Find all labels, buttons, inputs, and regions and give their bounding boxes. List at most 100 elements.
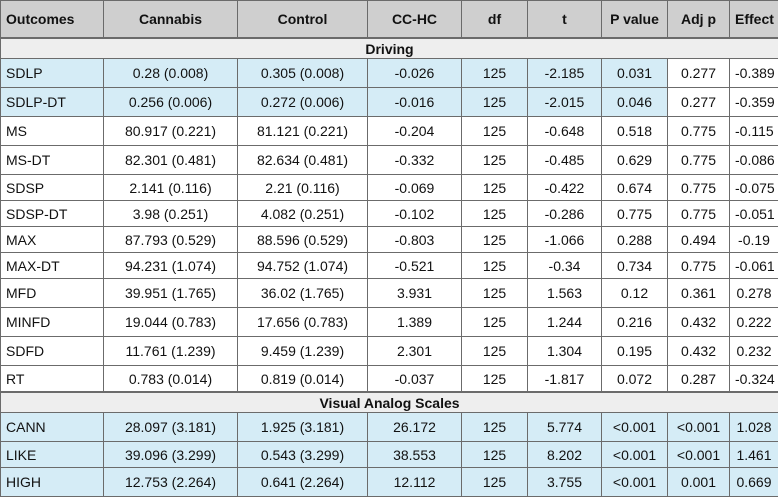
cell-cannabis: 94.231 (1.074) xyxy=(104,253,238,279)
cell-outcome: MS-DT xyxy=(1,146,104,175)
cell-p-value: 0.12 xyxy=(602,279,668,308)
cell-effect: -0.359 xyxy=(730,88,778,117)
section-header-row: Driving xyxy=(1,38,778,59)
cell-t: -1.817 xyxy=(528,366,602,393)
cell-df: 125 xyxy=(462,279,528,308)
cell-t: -1.066 xyxy=(528,227,602,253)
cell-cc-hc: 3.931 xyxy=(368,279,462,308)
cell-t: 8.202 xyxy=(528,442,602,468)
section-header-row: Visual Analog Scales xyxy=(1,392,778,413)
cell-control: 88.596 (0.529) xyxy=(238,227,368,253)
cell-adj-p: 0.361 xyxy=(668,279,730,308)
cell-effect: 0.232 xyxy=(730,337,778,366)
cell-effect: -0.19 xyxy=(730,227,778,253)
cell-outcome: MAX-DT xyxy=(1,253,104,279)
cell-outcome: SDSP xyxy=(1,175,104,201)
cell-p-value: 0.195 xyxy=(602,337,668,366)
cell-p-value: 0.775 xyxy=(602,201,668,227)
cell-cannabis: 2.141 (0.116) xyxy=(104,175,238,201)
cell-cc-hc: -0.803 xyxy=(368,227,462,253)
cell-t: -0.286 xyxy=(528,201,602,227)
cell-cc-hc: -0.102 xyxy=(368,201,462,227)
cell-cc-hc: -0.069 xyxy=(368,175,462,201)
cell-effect: -0.324 xyxy=(730,366,778,393)
cell-p-value: <0.001 xyxy=(602,413,668,442)
cell-effect: -0.115 xyxy=(730,117,778,146)
cell-outcome: HIGH xyxy=(1,468,104,497)
cell-p-value: 0.031 xyxy=(602,59,668,88)
header-cc-hc: CC-HC xyxy=(368,1,462,39)
cell-adj-p: <0.001 xyxy=(668,413,730,442)
cell-adj-p: 0.775 xyxy=(668,146,730,175)
cell-outcome: RT xyxy=(1,366,104,393)
cell-t: -0.485 xyxy=(528,146,602,175)
cell-effect: -0.061 xyxy=(730,253,778,279)
cell-cc-hc: 26.172 xyxy=(368,413,462,442)
cell-effect: 0.278 xyxy=(730,279,778,308)
header-cannabis: Cannabis xyxy=(104,1,238,39)
cell-adj-p: 0.277 xyxy=(668,59,730,88)
cell-control: 0.819 (0.014) xyxy=(238,366,368,393)
header-t: t xyxy=(528,1,602,39)
cell-effect: -0.086 xyxy=(730,146,778,175)
cell-outcome: SDSP-DT xyxy=(1,201,104,227)
cell-adj-p: 0.277 xyxy=(668,88,730,117)
cell-t: 1.244 xyxy=(528,308,602,337)
cell-control: 82.634 (0.481) xyxy=(238,146,368,175)
header-effect: Effect xyxy=(730,1,778,39)
header-row: Outcomes Cannabis Control CC-HC df t P v… xyxy=(1,1,778,39)
cell-effect: 1.461 xyxy=(730,442,778,468)
cell-adj-p: 0.775 xyxy=(668,201,730,227)
cell-df: 125 xyxy=(462,442,528,468)
cell-cannabis: 0.256 (0.006) xyxy=(104,88,238,117)
cell-effect: 1.028 xyxy=(730,413,778,442)
cell-control: 1.925 (3.181) xyxy=(238,413,368,442)
cell-control: 94.752 (1.074) xyxy=(238,253,368,279)
cell-cc-hc: 1.389 xyxy=(368,308,462,337)
cell-t: -2.185 xyxy=(528,59,602,88)
cell-p-value: 0.674 xyxy=(602,175,668,201)
cell-p-value: 0.629 xyxy=(602,146,668,175)
cell-control: 0.543 (3.299) xyxy=(238,442,368,468)
cell-cannabis: 39.951 (1.765) xyxy=(104,279,238,308)
cell-t: 3.755 xyxy=(528,468,602,497)
cell-adj-p: <0.001 xyxy=(668,442,730,468)
header-outcomes: Outcomes xyxy=(1,1,104,39)
cell-t: -0.34 xyxy=(528,253,602,279)
cell-cc-hc: 2.301 xyxy=(368,337,462,366)
cell-effect: 0.222 xyxy=(730,308,778,337)
cell-t: -2.015 xyxy=(528,88,602,117)
cell-cannabis: 11.761 (1.239) xyxy=(104,337,238,366)
cell-p-value: <0.001 xyxy=(602,442,668,468)
cell-p-value: <0.001 xyxy=(602,468,668,497)
cell-df: 125 xyxy=(462,253,528,279)
cell-cc-hc: -0.204 xyxy=(368,117,462,146)
cell-p-value: 0.734 xyxy=(602,253,668,279)
cell-cc-hc: -0.037 xyxy=(368,366,462,393)
cell-df: 125 xyxy=(462,308,528,337)
cell-cc-hc: 12.112 xyxy=(368,468,462,497)
cell-cannabis: 82.301 (0.481) xyxy=(104,146,238,175)
cell-df: 125 xyxy=(462,59,528,88)
cell-outcome: CANN xyxy=(1,413,104,442)
cell-outcome: MS xyxy=(1,117,104,146)
cell-p-value: 0.072 xyxy=(602,366,668,393)
header-adj-p: Adj p xyxy=(668,1,730,39)
cell-control: 4.082 (0.251) xyxy=(238,201,368,227)
cell-adj-p: 0.494 xyxy=(668,227,730,253)
cell-cannabis: 39.096 (3.299) xyxy=(104,442,238,468)
cell-df: 125 xyxy=(462,227,528,253)
cell-cc-hc: 38.553 xyxy=(368,442,462,468)
cell-control: 0.641 (2.264) xyxy=(238,468,368,497)
cell-control: 0.305 (0.008) xyxy=(238,59,368,88)
cell-df: 125 xyxy=(462,337,528,366)
cell-p-value: 0.216 xyxy=(602,308,668,337)
